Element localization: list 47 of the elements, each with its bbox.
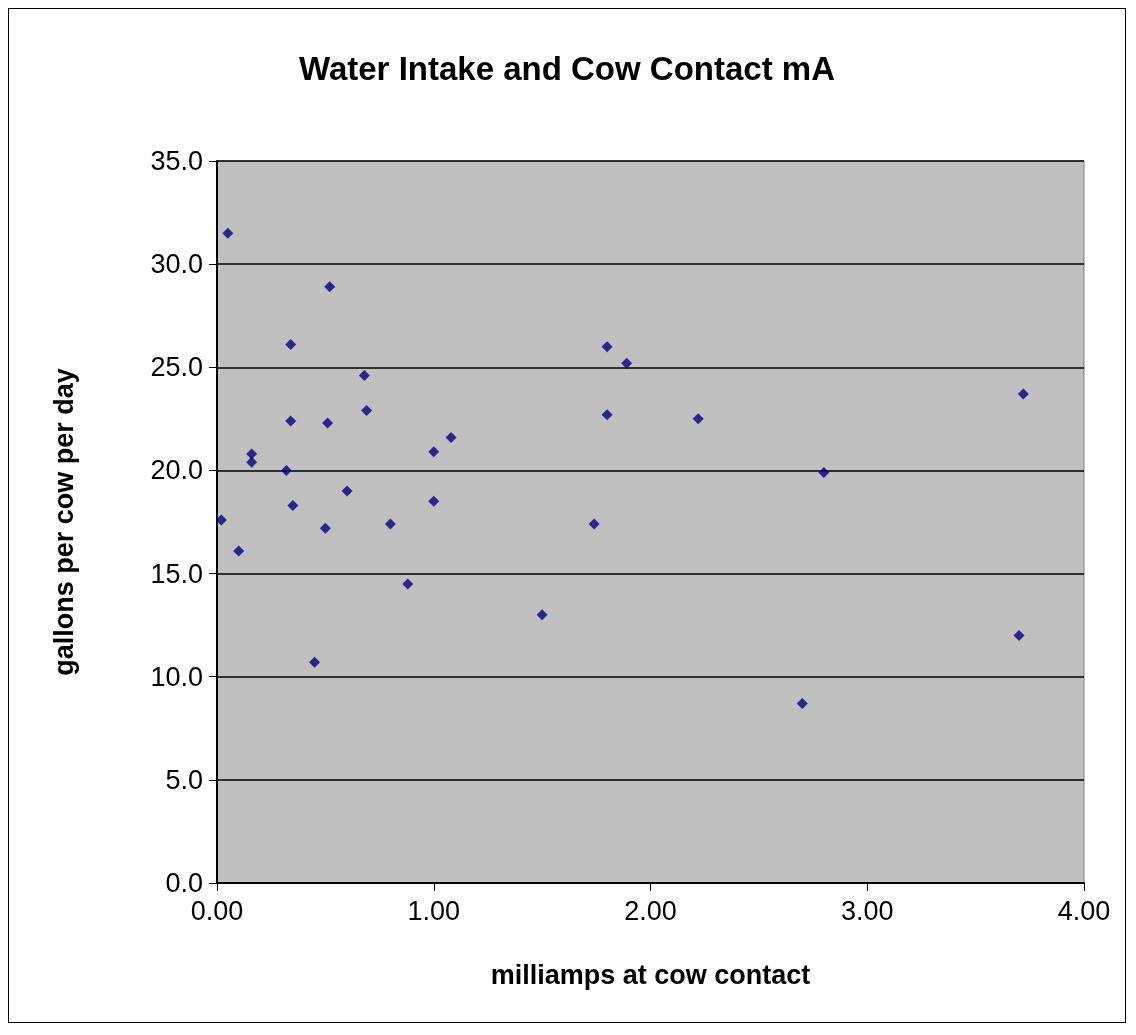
point xyxy=(402,578,414,590)
point xyxy=(246,456,258,468)
point xyxy=(1013,629,1025,641)
point xyxy=(285,415,297,427)
point xyxy=(358,370,370,382)
y-tick-label: 0.0 xyxy=(165,868,203,898)
point xyxy=(341,485,353,497)
y-tick-label: 35.0 xyxy=(150,146,203,176)
point xyxy=(428,495,440,507)
point xyxy=(287,500,299,511)
x-tick-label: 3.00 xyxy=(840,895,894,926)
x-tick-label: 0.00 xyxy=(190,895,244,926)
point xyxy=(361,405,373,417)
y-tick-label: 25.0 xyxy=(150,352,203,383)
y-axis-title: gallons per cow per day xyxy=(48,368,79,676)
point xyxy=(601,409,613,421)
point xyxy=(796,698,808,710)
point xyxy=(1017,388,1029,400)
point xyxy=(621,357,633,369)
x-tick-label: 2.00 xyxy=(624,895,677,926)
point xyxy=(818,466,830,478)
point xyxy=(309,656,321,668)
point xyxy=(285,339,297,351)
y-tick-label: 20.0 xyxy=(150,455,203,486)
point xyxy=(588,518,600,530)
point xyxy=(280,464,292,476)
x-tick-label: 4.00 xyxy=(1057,895,1111,926)
point xyxy=(324,281,336,293)
y-tick-label: 5.0 xyxy=(165,764,203,795)
x-tick-label: 1.00 xyxy=(407,895,461,926)
point xyxy=(222,227,234,239)
point xyxy=(601,341,613,353)
y-tick-label: 10.0 xyxy=(150,661,203,692)
point xyxy=(428,446,440,458)
point xyxy=(692,413,704,425)
point xyxy=(246,448,258,460)
y-tick-label: 30.0 xyxy=(150,249,203,280)
point xyxy=(215,514,227,526)
point xyxy=(322,417,334,429)
x-axis-title: milliamps at cow contact xyxy=(490,959,811,990)
point xyxy=(536,609,548,621)
chart-title: Water Intake and Cow Contact mA xyxy=(298,50,836,87)
y-tick-label: 15.0 xyxy=(150,558,203,589)
point xyxy=(233,545,245,557)
point xyxy=(319,522,331,534)
point xyxy=(384,518,396,530)
point xyxy=(445,431,457,443)
